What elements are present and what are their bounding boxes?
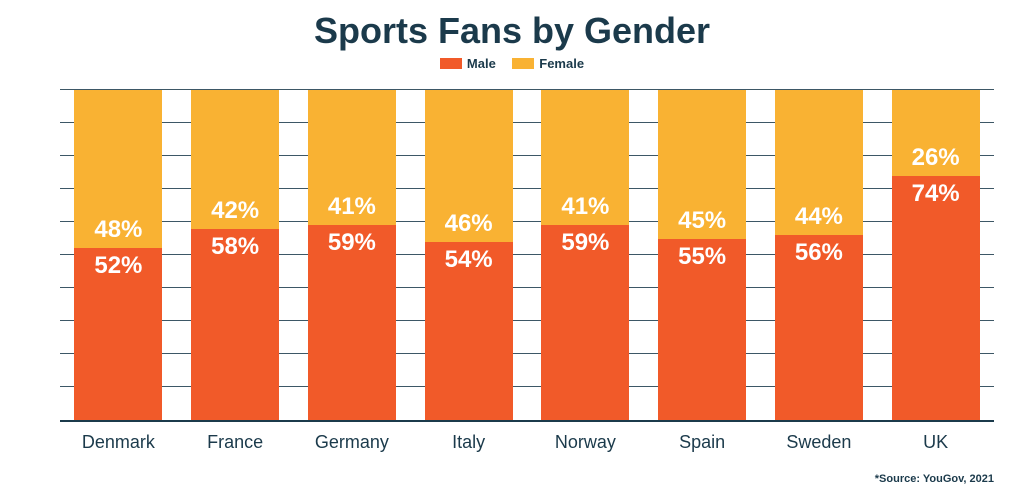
plot-area: 48%52%42%58%41%59%46%54%41%59%45%55%44%5… [60,90,994,420]
bar-segment-male: 52% [74,248,162,420]
bar: 44%56% [775,90,863,420]
x-axis-label: Italy [425,432,513,453]
bar-segment-male: 59% [308,225,396,420]
bar-segment-male: 55% [658,239,746,421]
bar: 41%59% [308,90,396,420]
bars: 48%52%42%58%41%59%46%54%41%59%45%55%44%5… [60,90,994,420]
x-axis-line [60,420,994,422]
bar-segment-female: 42% [191,90,279,229]
x-axis-label: Denmark [74,432,162,453]
chart-title: Sports Fans by Gender [0,0,1024,52]
chart-container: Sports Fans by Gender Male Female 48%52%… [0,0,1024,503]
bar: 41%59% [541,90,629,420]
bar-segment-female: 45% [658,90,746,239]
legend-item-female: Female [512,56,584,71]
legend-swatch-male [440,58,462,69]
bar-segment-female: 44% [775,90,863,235]
legend-label-male: Male [467,56,496,71]
bar-segment-male: 59% [541,225,629,420]
bar: 46%54% [425,90,513,420]
x-axis-label: Spain [658,432,746,453]
x-axis-label: Sweden [775,432,863,453]
x-axis-label: UK [892,432,980,453]
x-axis-label: Germany [308,432,396,453]
bar-segment-female: 26% [892,90,980,176]
bar-segment-female: 41% [541,90,629,225]
legend-label-female: Female [539,56,584,71]
source-note: *Source: YouGov, 2021 [875,473,994,485]
legend-swatch-female [512,58,534,69]
x-axis-label: Norway [541,432,629,453]
legend: Male Female [0,56,1024,74]
bar-segment-male: 54% [425,242,513,420]
bar: 26%74% [892,90,980,420]
bar-segment-female: 41% [308,90,396,225]
x-axis-labels: Denmark France Germany Italy Norway Spain Swed… [60,432,994,453]
legend-item-male: Male [440,56,496,71]
bar: 42%58% [191,90,279,420]
bar-segment-female: 46% [425,90,513,242]
bar: 45%55% [658,90,746,420]
bar-segment-male: 74% [892,176,980,420]
bar-segment-male: 58% [191,229,279,420]
bar: 48%52% [74,90,162,420]
bar-segment-female: 48% [74,90,162,248]
x-axis-label: France [191,432,279,453]
bar-segment-male: 56% [775,235,863,420]
